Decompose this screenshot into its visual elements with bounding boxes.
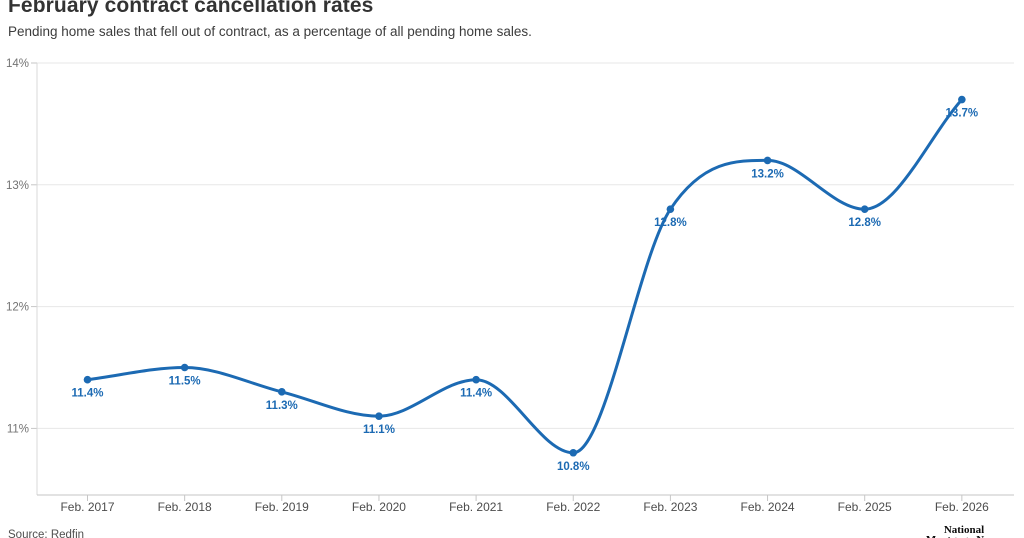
data-point-label: 11.4% — [460, 388, 492, 400]
x-tick-label: Feb. 2021 — [449, 500, 503, 514]
data-point-label: 12.8% — [848, 217, 881, 229]
y-tick-label: 14% — [6, 58, 29, 70]
x-tick-label: Feb. 2026 — [935, 500, 989, 514]
x-tick-label: Feb. 2017 — [60, 500, 114, 514]
data-point — [569, 448, 578, 457]
y-tick-label: 11% — [7, 423, 29, 435]
x-tick-label: Feb. 2019 — [255, 500, 309, 514]
data-point — [278, 388, 286, 396]
x-tick-label: Feb. 2022 — [546, 500, 600, 514]
data-point — [666, 205, 675, 213]
x-tick-label: Feb. 2023 — [643, 500, 697, 514]
x-tick-label: Feb. 2024 — [741, 500, 795, 514]
x-tick-label: Feb. 2018 — [158, 500, 212, 514]
x-tick-label: Feb. 2025 — [838, 500, 892, 514]
data-point-label: 12.8% — [654, 217, 687, 229]
data-point — [180, 363, 189, 372]
data-point-label: 11.5% — [169, 376, 201, 388]
data-point-label: 13.7% — [946, 108, 979, 120]
data-point — [860, 205, 869, 213]
data-point-label: 11.4% — [72, 388, 104, 400]
publisher-logo-line1: National — [943, 524, 985, 536]
data-point — [763, 156, 772, 165]
y-tick-label: 12% — [6, 302, 29, 314]
data-point — [83, 375, 92, 384]
data-point-label: 10.8% — [557, 461, 590, 473]
data-point-label: 11.3% — [266, 400, 298, 412]
chart-title: February contract cancellation rates — [8, 0, 374, 17]
series-line — [86, 98, 964, 455]
data-point — [472, 375, 480, 384]
y-tick-label: 13% — [6, 180, 29, 192]
chart-subtitle: Pending home sales that fell out of cont… — [8, 24, 532, 39]
publisher-logo-line2: Mortgage News — [914, 535, 1014, 538]
data-point-label: 11.1% — [363, 424, 395, 436]
x-tick-label: Feb. 2020 — [352, 500, 406, 514]
data-point — [375, 412, 383, 421]
data-point — [958, 95, 966, 104]
publisher-logo: National Mortgage News — [914, 525, 1014, 538]
data-point-label: 13.2% — [751, 168, 784, 180]
source-note: Source: Redfin — [8, 529, 85, 538]
